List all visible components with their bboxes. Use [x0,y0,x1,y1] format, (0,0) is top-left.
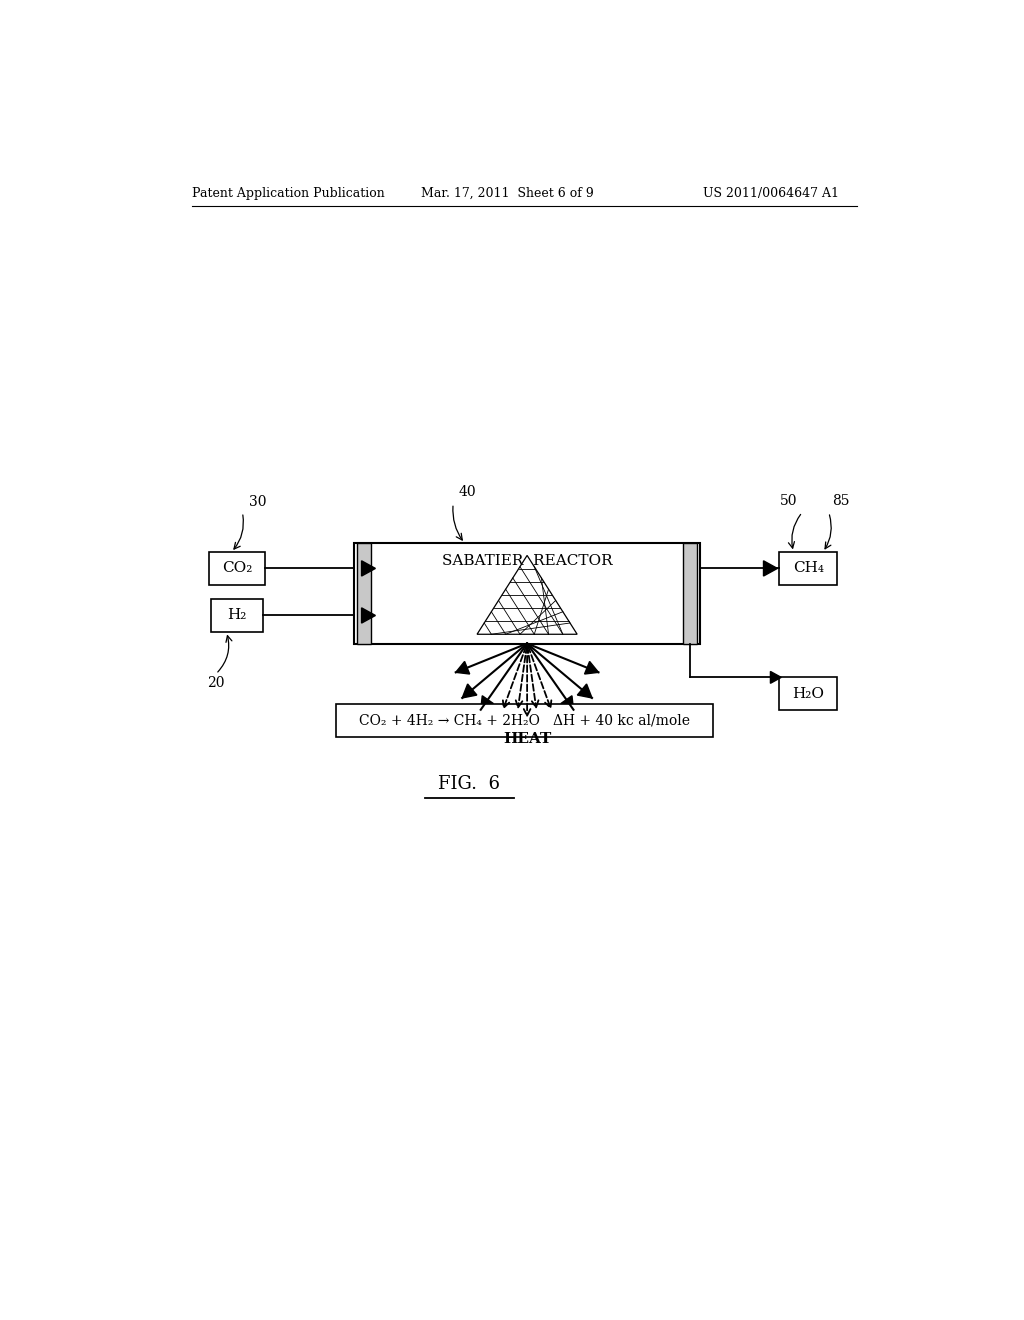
Bar [683,544,697,644]
Text: FIG.  6: FIG. 6 [438,775,501,792]
Text: 30: 30 [249,495,266,510]
Text: H₂O: H₂O [793,686,824,701]
Bar [211,599,263,632]
Text: US 2011/0064647 A1: US 2011/0064647 A1 [702,187,839,199]
Text: Mar. 17, 2011  Sheet 6 of 9: Mar. 17, 2011 Sheet 6 of 9 [422,187,594,199]
Text: HEAT: HEAT [503,733,551,746]
Text: Patent Application Publication: Patent Application Publication [193,187,385,199]
Bar [354,544,700,644]
Text: 50: 50 [779,494,798,508]
Text: 40: 40 [459,484,476,499]
Bar [336,705,714,737]
Bar [209,552,264,585]
Text: SABATIER  REACTOR: SABATIER REACTOR [441,554,612,569]
Text: 85: 85 [833,494,850,508]
Polygon shape [770,672,781,684]
Polygon shape [480,696,494,710]
Polygon shape [361,561,376,576]
Polygon shape [456,661,470,675]
Bar [779,552,838,585]
Polygon shape [585,661,598,675]
Polygon shape [561,696,573,710]
Polygon shape [578,684,592,698]
Text: CH₄: CH₄ [793,561,823,576]
Text: CO₂ + 4H₂ → CH₄ + 2H₂O   ΔH + 40 kc al/mole: CO₂ + 4H₂ → CH₄ + 2H₂O ΔH + 40 kc al/mol… [359,714,690,727]
Polygon shape [764,561,777,576]
Polygon shape [361,607,376,623]
Bar [779,677,838,710]
Text: 20: 20 [207,676,224,690]
Polygon shape [462,684,477,698]
Text: CO₂: CO₂ [221,561,252,576]
Bar [357,544,371,644]
Text: H₂: H₂ [227,609,247,623]
